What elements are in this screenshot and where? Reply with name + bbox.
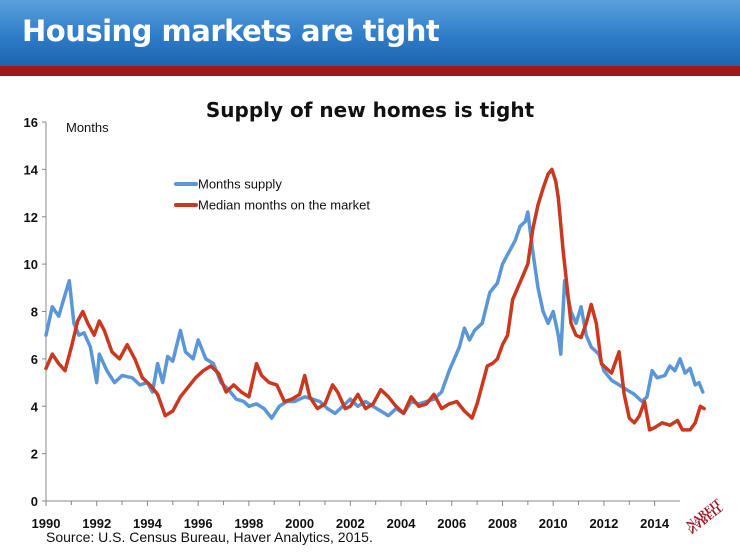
red-accent-bar [0, 66, 740, 76]
x-tick-label: 2010 [539, 516, 568, 531]
x-tick-label: 2012 [589, 516, 618, 531]
y-tick-label: 2 [31, 447, 38, 462]
source-note: Source: U.S. Census Bureau, Haver Analyt… [46, 529, 373, 545]
series-line-median-months [44, 167, 706, 432]
x-tick-label: 2014 [640, 516, 670, 531]
y-tick-label: 14 [24, 162, 39, 177]
chart-series-layer [44, 167, 706, 432]
chart-title: Supply of new homes is tight [205, 98, 535, 122]
y-tick-label: 10 [24, 257, 38, 272]
x-tick-label: 2008 [488, 516, 517, 531]
y-tick-label: 8 [31, 305, 38, 320]
y-tick-label: 12 [24, 210, 38, 225]
x-tick-label: 1992 [82, 516, 111, 531]
legend-entry: Months supply [198, 177, 282, 192]
x-tick-label: 1996 [184, 516, 213, 531]
x-tick-label: 1998 [234, 516, 263, 531]
x-tick-label: 2004 [387, 516, 417, 531]
legend-entry: Median months on the market [198, 198, 370, 213]
y-tick-label: 16 [24, 115, 38, 130]
chart-legend: Months supply Median months on the market [174, 177, 370, 213]
chart-axes: 0 2 4 6 8 10 12 14 16 1990 1992 1994 1996 1998 2000 200… [24, 115, 680, 531]
y-axis-label: Months [66, 120, 109, 135]
x-tick-label: 2000 [285, 516, 314, 531]
y-tick-label: 4 [31, 399, 39, 414]
y-tick-label: 0 [31, 494, 38, 509]
x-tick-label: 1990 [32, 516, 61, 531]
title-banner: Housing markets are tight [0, 0, 740, 66]
y-tick-label: 6 [31, 352, 38, 367]
x-tick-label: 2006 [437, 516, 466, 531]
series-line-months-supply [44, 210, 705, 420]
slide-title: Housing markets are tight [22, 14, 440, 48]
nareit-logo: NAREIT NAREIT [685, 498, 724, 535]
x-tick-label: 1994 [133, 516, 163, 531]
x-tick-label: 2002 [336, 516, 365, 531]
